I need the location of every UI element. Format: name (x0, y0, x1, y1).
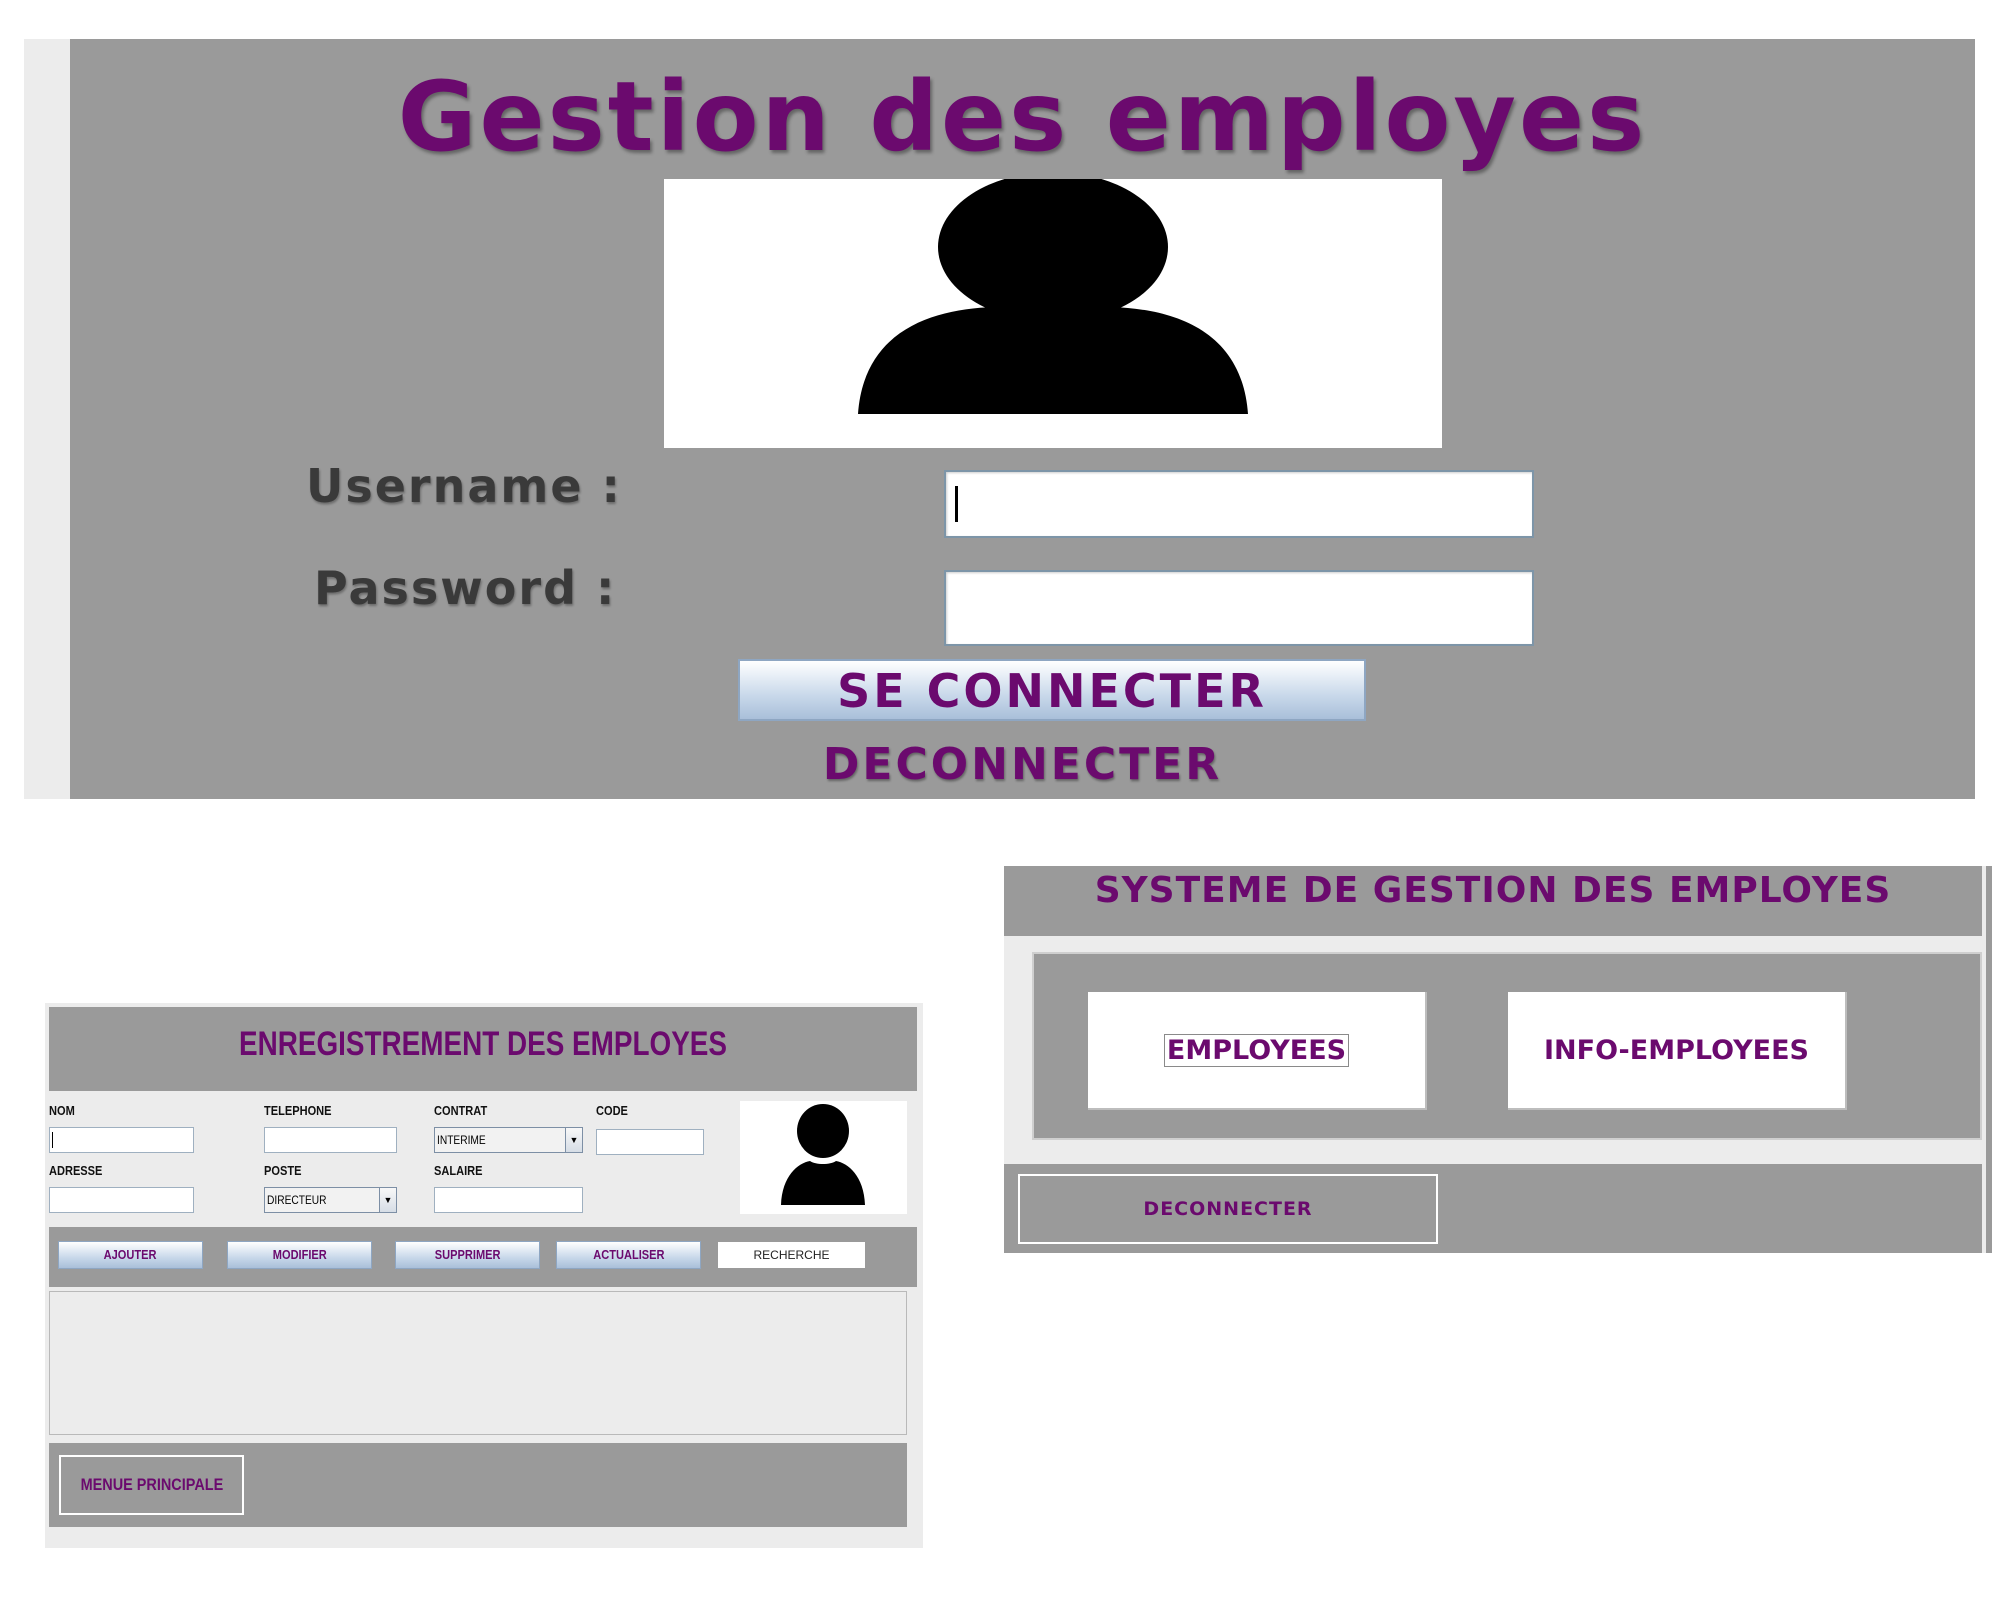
registration-window: ENREGISTREMENT DES EMPLOYES NOM TELEPHON… (45, 1003, 923, 1548)
user-silhouette-icon (858, 179, 1248, 414)
contrat-select[interactable]: INTERIME ▼ (434, 1127, 583, 1153)
main-menu-button-label: MENUE PRINCIPALE (80, 1475, 223, 1494)
code-label: CODE (596, 1103, 628, 1118)
salaire-input[interactable] (434, 1187, 583, 1213)
poste-value: DIRECTEUR (267, 1193, 327, 1207)
delete-button-label: SUPPRIMER (434, 1247, 501, 1262)
text-cursor (955, 486, 958, 522)
disconnect-link[interactable]: DECONNECTER (822, 739, 1223, 790)
telephone-input[interactable] (264, 1127, 397, 1153)
adresse-input[interactable] (49, 1187, 194, 1213)
info-employees-button[interactable]: INFO-EMPLOYEES (1508, 992, 1847, 1110)
main-menu-footer: DECONNECTER (1004, 1164, 1982, 1253)
main-menu-window: SYSTEME DE GESTION DES EMPLOYES EMPLOYEE… (1004, 866, 1992, 1253)
password-input[interactable] (944, 570, 1534, 646)
main-menu-button[interactable]: MENUE PRINCIPALE (59, 1455, 244, 1515)
registration-title: ENREGISTREMENT DES EMPLOYES (239, 1025, 727, 1063)
employee-photo (740, 1101, 907, 1214)
password-label: Password : (314, 561, 617, 615)
employee-table[interactable] (49, 1291, 907, 1435)
username-label: Username : (306, 459, 622, 513)
code-input[interactable] (596, 1129, 704, 1155)
text-cursor (52, 1132, 53, 1148)
edit-button[interactable]: MODIFIER (227, 1241, 372, 1269)
nom-label: NOM (49, 1103, 75, 1118)
employees-button[interactable]: EMPLOYEES (1088, 992, 1427, 1110)
logout-button[interactable]: DECONNECTER (1018, 1174, 1438, 1244)
telephone-label: TELEPHONE (264, 1103, 332, 1118)
search-button[interactable]: RECHERCHE (717, 1241, 866, 1269)
main-menu-title: SYSTEME DE GESTION DES EMPLOYES (1094, 870, 1892, 911)
edit-button-label: MODIFIER (272, 1247, 327, 1262)
login-window: Gestion des employes Username : Password… (24, 39, 1975, 799)
login-panel: Gestion des employes Username : Password… (70, 39, 1975, 799)
poste-select[interactable]: DIRECTEUR ▼ (264, 1187, 397, 1213)
refresh-button-label: ACTUALISER (592, 1247, 665, 1262)
add-button[interactable]: AJOUTER (58, 1241, 203, 1269)
employees-button-label: EMPLOYEES (1163, 1034, 1350, 1067)
connect-button[interactable]: SE CONNECTER (738, 659, 1366, 721)
chevron-down-icon[interactable]: ▼ (379, 1188, 396, 1212)
main-menu-header: SYSTEME DE GESTION DES EMPLOYES (1004, 866, 1982, 936)
login-title: Gestion des employes (397, 61, 1648, 173)
info-employees-button-label: INFO-EMPLOYEES (1544, 1035, 1809, 1066)
salaire-label: SALAIRE (434, 1163, 483, 1178)
delete-button[interactable]: SUPPRIMER (395, 1241, 540, 1269)
nom-input[interactable] (49, 1127, 194, 1153)
main-menu-panel: EMPLOYEES INFO-EMPLOYEES (1032, 952, 1982, 1140)
chevron-down-icon[interactable]: ▼ (565, 1128, 582, 1152)
registration-footer: MENUE PRINCIPALE (49, 1443, 907, 1527)
login-avatar (664, 179, 1442, 448)
contrat-label: CONTRAT (434, 1103, 488, 1118)
registration-toolbar: AJOUTER MODIFIER SUPPRIMER ACTUALISER RE… (49, 1227, 917, 1287)
user-silhouette-icon (781, 1104, 865, 1205)
registration-header: ENREGISTREMENT DES EMPLOYES (49, 1007, 917, 1091)
poste-label: POSTE (264, 1163, 302, 1178)
adresse-label: ADRESSE (49, 1163, 103, 1178)
username-input[interactable] (944, 470, 1534, 538)
add-button-label: AJOUTER (104, 1247, 157, 1262)
contrat-value: INTERIME (437, 1133, 486, 1147)
window-edge (1986, 866, 1992, 1253)
refresh-button[interactable]: ACTUALISER (556, 1241, 701, 1269)
